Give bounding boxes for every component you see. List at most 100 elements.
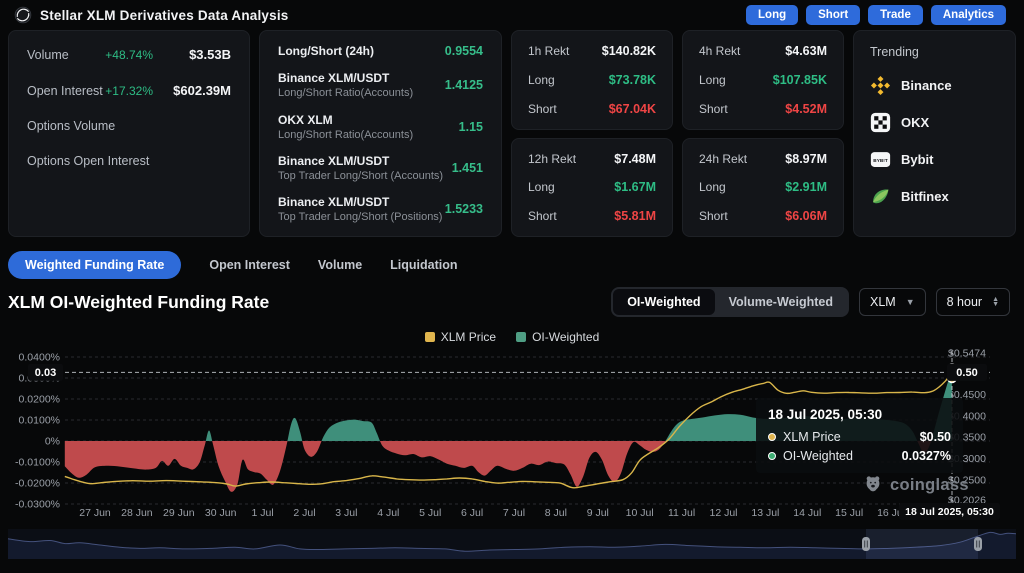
rekt-1h-short-value: $67.04K [609,102,656,116]
xlm-price-dot-icon [768,433,776,441]
left-axis-label: -0.0100% [15,457,60,469]
ls-24h-row: Long/Short (24h) 0.9554 [278,44,483,58]
symbol-select-value: XLM [870,295,896,309]
oi-weighted-dot-icon [768,452,776,460]
rekt-1h-long-value: $73.78K [609,73,656,87]
okx-ls-sub: Long/Short Ratio(Accounts) [278,129,413,141]
page-header: Stellar XLM Derivatives Data Analysis Lo… [0,0,1024,26]
left-axis-label: 0.0100% [19,415,60,427]
trade-button[interactable]: Trade [868,5,923,25]
svg-text:0.03: 0.03 [35,367,56,379]
right-axis-label: $0.5474 [948,348,986,360]
section-tabs: Weighted Funding Rate Open Interest Volu… [8,251,458,279]
rekt-4h-short-label: Short [699,102,728,116]
rekt-12h-total: $7.48M [614,152,656,166]
volume-change: +48.74% [105,48,153,62]
header-actions: Long Short Trade Analytics [746,5,1006,25]
trending-item-bybit[interactable]: BYB!T Bybit [870,149,999,170]
trending-item-bitfinex[interactable]: Bitfinex [870,186,999,207]
x-axis-label: 3 Jul [335,507,357,519]
xlm-price-swatch [425,332,435,342]
chart-header: XLM OI-Weighted Funding Rate OI-Weighted… [8,287,1010,317]
tab-liquidation[interactable]: Liquidation [390,251,457,279]
rekt-24h-long-value: $2.91M [785,180,827,194]
coinglass-label: coinglass [890,476,969,495]
okx-ls-accounts-row: OKX XLM Long/Short Ratio(Accounts) 1.15 [278,113,483,141]
brand: Stellar XLM Derivatives Data Analysis [14,6,289,24]
tab-open-interest[interactable]: Open Interest [209,251,290,279]
x-axis-label: 27 Jun [79,507,111,519]
binance-ls-title: Binance XLM/USDT [278,71,413,85]
x-axis-label: 12 Jul [709,507,737,519]
okx-label: OKX [901,115,929,130]
binance-label: Binance [901,78,952,93]
navigator-handle [862,537,870,551]
x-axis-label: 9 Jul [587,507,609,519]
rekt-24h-label: 24h Rekt [699,152,747,166]
trending-item-binance[interactable]: Binance [870,75,999,96]
x-axis-label: 13 Jul [751,507,779,519]
open-interest-row: Open Interest +17.32% $602.39M [27,83,231,98]
okx-icon [870,112,891,133]
binance-ls-accounts-row: Binance XLM/USDT Long/Short Ratio(Accoun… [278,71,483,99]
binance-top-accounts-title: Binance XLM/USDT [278,154,443,168]
tab-weighted-funding-rate[interactable]: Weighted Funding Rate [8,251,181,279]
rekt-12h-short-label: Short [528,209,557,223]
tooltip-oi-value: 0.0327% [902,449,951,463]
legend-oi-weighted-label: OI-Weighted [532,330,599,344]
rekt-12h-card: 12h Rekt$7.48M Long$1.67M Short$5.81M [511,138,673,238]
legend-item-oi-weighted[interactable]: OI-Weighted [516,330,599,344]
chart-tooltip: 18 Jul 2025, 05:30 XLM Price $0.50 OI-We… [756,398,963,473]
chart-title: XLM OI-Weighted Funding Rate [8,292,269,313]
short-button[interactable]: Short [806,5,860,25]
long-short-ratios-card: Long/Short (24h) 0.9554 Binance XLM/USDT… [259,30,502,237]
rekt-4h-label: 4h Rekt [699,44,740,58]
rekt-4h-short-value: $4.52M [785,102,827,116]
rekt-4h-total: $4.63M [785,44,827,58]
tooltip-row-price: XLM Price $0.50 [768,430,951,444]
options-open-interest-label: Options Open Interest [27,154,153,168]
left-axis-label: 0.0400% [19,352,60,364]
analytics-button[interactable]: Analytics [931,5,1006,25]
oi-weighted-toggle-button[interactable]: OI-Weighted [613,289,714,315]
long-button[interactable]: Long [746,5,798,25]
trending-item-okx[interactable]: OKX [870,112,999,133]
binance-top-positions-title: Binance XLM/USDT [278,195,442,209]
bitfinex-label: Bitfinex [901,189,949,204]
binance-top-positions-sub: Top Trader Long/Short (Positions) [278,211,442,223]
x-axis-label: 28 Jun [121,507,153,519]
rekt-12h-label: 12h Rekt [528,152,576,166]
tooltip-row-oi-weighted: OI-Weighted 0.0327% [768,449,951,463]
rekt-24h-long-label: Long [699,180,726,194]
x-axis-label: 15 Jul [835,507,863,519]
coinglass-bear-icon [862,474,884,496]
binance-ls-sub: Long/Short Ratio(Accounts) [278,87,413,99]
stats-row: Volume +48.74% $3.53B Open Interest +17.… [8,30,1016,237]
trending-title: Trending [870,45,999,59]
volume-weighted-toggle-button[interactable]: Volume-Weighted [715,289,847,315]
binance-top-accounts-value: 1.451 [452,161,483,175]
okx-ls-value: 1.15 [459,120,483,134]
x-axis-label: 2 Jul [293,507,315,519]
tab-volume[interactable]: Volume [318,251,362,279]
bitfinex-icon [870,186,891,207]
x-axis-label: 5 Jul [419,507,441,519]
legend-item-xlm-price[interactable]: XLM Price [425,330,496,344]
x-axis-label: 14 Jul [793,507,821,519]
rekt-1h-long-label: Long [528,73,555,87]
tooltip-oi-label: OI-Weighted [783,449,895,463]
coinglass-watermark: coinglass [862,474,969,496]
symbol-select[interactable]: XLM ▼ [859,288,926,316]
open-interest-label: Open Interest [27,84,105,98]
interval-select[interactable]: 8 hour ▲▼ [936,288,1010,316]
rekt-12h-long-label: Long [528,180,555,194]
options-open-interest-row: Options Open Interest [27,154,231,168]
rekt-column-2: 4h Rekt$4.63M Long$107.85K Short$4.52M 2… [682,30,844,237]
navigator-selection [866,529,978,559]
chart-navigator[interactable] [0,527,1024,562]
chart-legend: XLM Price OI-Weighted [0,330,1024,344]
left-axis-label: -0.0300% [15,499,60,511]
trending-card: Trending Binance OKX BYB!T Bybit Bitfine… [853,30,1016,237]
x-axis-label: 1 Jul [252,507,274,519]
rekt-24h-short-label: Short [699,209,728,223]
